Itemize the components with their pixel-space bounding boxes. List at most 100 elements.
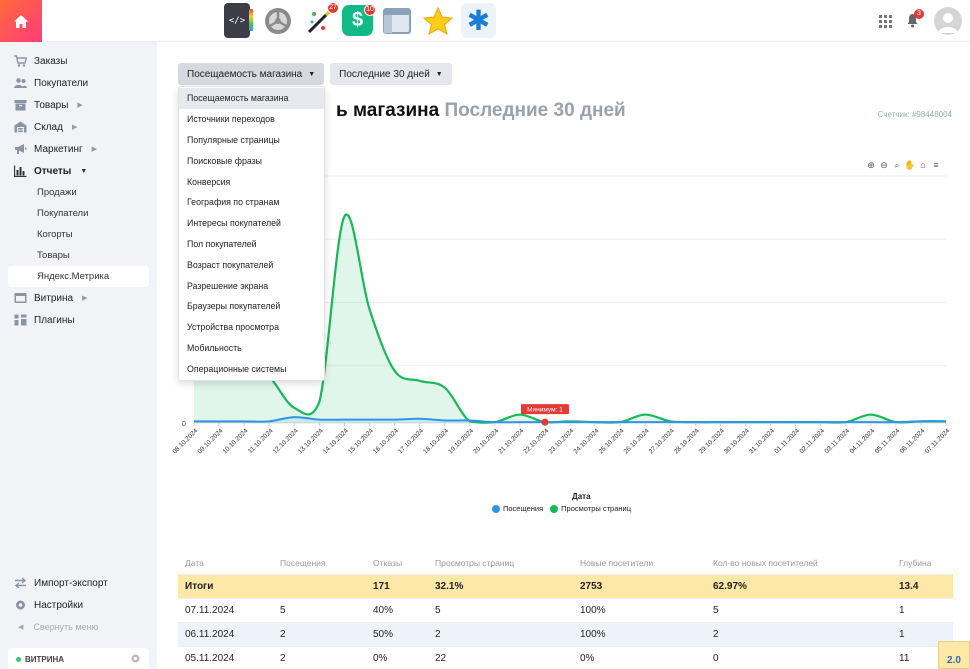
apps-grid-icon[interactable] (879, 14, 892, 28)
dropdown-option[interactable]: Поисковые фразы (187, 155, 262, 166)
sidebar-item-label: Склад (34, 121, 63, 133)
x-tick-label: 15.10.2024 (347, 427, 375, 455)
period-select[interactable]: Последние 30 дней ▼ (330, 63, 452, 85)
column-header[interactable]: Кол-во новых посетителей (713, 558, 818, 569)
column-header[interactable]: Посещения (280, 558, 326, 569)
column-header[interactable]: Просмотры страниц (435, 558, 515, 569)
selection-zoom-icon[interactable]: ⌕ (894, 159, 900, 170)
storefront-icon (14, 293, 27, 303)
sidebar-item-import-export[interactable]: Импорт-экспорт (0, 572, 157, 594)
sidebar-item-orders[interactable]: Заказы (0, 50, 157, 72)
chevron-left-icon: ◀ (18, 624, 24, 631)
zoom-in-icon[interactable]: ⊕ (867, 159, 875, 170)
legend-item-pageviews[interactable]: Просмотры страниц (550, 504, 631, 513)
sidebar-subitem-customers[interactable]: Покупатели (37, 208, 89, 219)
table-cell: 5 (273, 597, 366, 622)
x-tick-label: 27.10.2024 (648, 427, 676, 455)
sidebar-item-marketing[interactable]: Маркетинг ▶ (0, 138, 157, 160)
pan-hand-icon[interactable]: ✋ (904, 159, 916, 170)
x-tick-label: 14.10.2024 (322, 427, 350, 455)
x-tick-label: 28.10.2024 (673, 427, 701, 455)
chevron-down-icon: ▼ (80, 167, 88, 175)
top-bar: </> 27 $ 10 ✱ 3 (0, 0, 970, 42)
table-cell: 05.11.2024 (178, 645, 273, 669)
version-badge[interactable]: 2.0 (938, 641, 970, 669)
table-cell: 22 (428, 645, 573, 669)
table-cell: 06.11.2024 (178, 621, 273, 646)
dollar-app-icon[interactable]: $ 10 (342, 4, 376, 36)
x-tick-label: 21.10.2024 (497, 427, 525, 455)
sidebar-subitem-yandex-metrika[interactable]: Яндекс.Метрика (8, 266, 149, 287)
dropdown-option[interactable]: Устройства просмотра (187, 322, 279, 333)
sidebar-subitem-cohorts[interactable]: Когорты (37, 229, 73, 240)
storefront-label: ВИТРИНА (25, 654, 65, 664)
x-tick-label: 17.10.2024 (397, 427, 425, 455)
collapse-menu-button[interactable]: ◀ Свернуть меню (0, 616, 157, 638)
dropdown-option[interactable]: Посещаемость магазина (179, 88, 324, 109)
dropdown-option[interactable]: Источники переходов (187, 114, 275, 125)
table-cell: 62.97% (706, 573, 892, 598)
traffic-chart: 008.10.202409.10.202410.10.202411.10.202… (171, 175, 952, 455)
visits-line (194, 416, 947, 424)
table-cell: 50% (366, 621, 428, 646)
column-header[interactable]: Новые посетители (580, 558, 654, 569)
dropdown-option[interactable]: Пол покупателей (187, 238, 257, 249)
x-tick-label: 31.10.2024 (748, 427, 776, 455)
zoom-out-icon[interactable]: ⊖ (880, 159, 888, 170)
sidebar-subitem-sales[interactable]: Продажи (37, 187, 77, 198)
table-cell (273, 573, 366, 598)
legend-label: Посещения (503, 504, 544, 513)
page-title-text: ь магазина (336, 100, 440, 121)
star-app-icon[interactable] (420, 3, 455, 38)
gear-icon[interactable] (130, 653, 141, 664)
settings-gear-app-icon[interactable] (260, 3, 295, 38)
sidebar-item-products[interactable]: Товары ▶ (0, 94, 157, 116)
dropdown-option[interactable]: Возраст покупателей (187, 259, 274, 270)
visits-area (194, 417, 946, 423)
legend-item-visits[interactable]: Посещения (492, 504, 543, 513)
home-button[interactable] (0, 0, 42, 42)
dropdown-option[interactable]: Разрешение экрана (187, 280, 269, 291)
dropdown-option[interactable]: Популярные страницы (187, 134, 280, 145)
sidebar-subitem-products[interactable]: Товары (37, 250, 70, 261)
storefront-status[interactable]: ВИТРИНА (8, 648, 149, 669)
dropdown-option[interactable]: География по странам (187, 197, 280, 208)
sidebar-item-warehouse[interactable]: Склад ▶ (0, 116, 157, 138)
sidebar-item-label: Отчеты (34, 165, 72, 177)
table-header-row: Дата Посещения Отказы Просмотры страниц Новы… (178, 553, 953, 574)
magic-wand-app-icon[interactable]: 27 (301, 2, 339, 38)
dropdown-option[interactable]: Конверсия (187, 176, 231, 187)
table-cell: 171 (366, 573, 428, 598)
legend-label: Просмотры страниц (561, 504, 632, 513)
code-editor-app-icon[interactable]: </> (224, 3, 253, 38)
table-cell: 5 (706, 597, 892, 622)
dropdown-option[interactable]: Мобильность (187, 342, 242, 353)
column-header[interactable]: Дата (185, 558, 204, 569)
sidebar-item-storefront[interactable]: Витрина ▶ (0, 287, 157, 309)
user-avatar[interactable] (934, 7, 962, 35)
asterisk-app-icon[interactable]: ✱ (461, 3, 496, 38)
notifications-bell[interactable]: 3 (906, 9, 924, 29)
x-tick-label: 13.10.2024 (297, 427, 325, 455)
table-cell: 2 (428, 621, 573, 646)
dropdown-option[interactable]: Интересы покупателей (187, 218, 281, 229)
dropdown-option[interactable]: Браузеры покупателей (187, 301, 281, 312)
table-row: 05.11.2024 2 0% 22 0% 0 11 (178, 645, 953, 669)
sidebar-item-reports[interactable]: Отчеты ▼ (0, 160, 157, 182)
sidebar-item-customers[interactable]: Покупатели (0, 72, 157, 94)
x-axis-title: Дата (572, 492, 591, 501)
column-header[interactable]: Отказы (373, 558, 403, 569)
sidebar-item-settings[interactable]: Настройки (0, 594, 157, 616)
table-cell: 100% (573, 621, 706, 646)
chevron-right-icon: ▶ (71, 124, 78, 131)
dropdown-option[interactable]: Операционные системы (187, 363, 287, 374)
report-type-select[interactable]: Посещаемость магазина ▼ (178, 63, 325, 85)
reset-home-icon[interactable]: ⌂ (920, 160, 926, 170)
x-tick-label: 24.10.2024 (573, 427, 601, 455)
window-app-icon[interactable] (379, 3, 414, 38)
x-tick-label: 19.10.2024 (447, 427, 475, 455)
menu-icon[interactable]: ≡ (933, 160, 939, 170)
column-header[interactable]: Глубина (899, 558, 932, 569)
sidebar-item-plugins[interactable]: Плагины (0, 309, 157, 331)
table-cell: 0 (706, 645, 892, 669)
